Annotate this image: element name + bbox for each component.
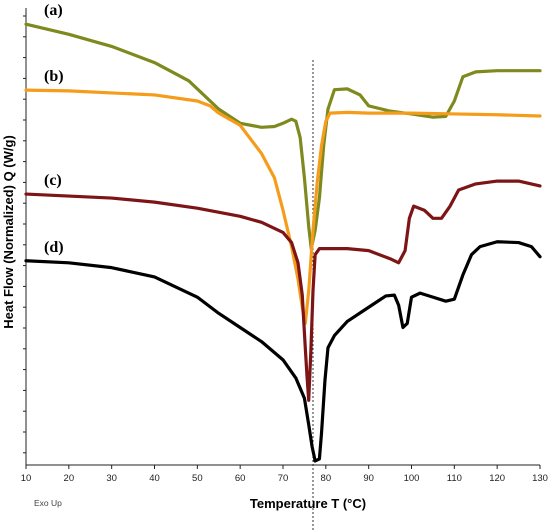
series-label-b: (b) [44, 68, 64, 85]
series-label-c: (c) [44, 172, 62, 189]
series-line-d [24, 240, 542, 463]
series-label-a: (a) [44, 2, 63, 19]
series-line-a [24, 22, 542, 251]
x-tick-label: 70 [278, 473, 289, 484]
x-tick-label: 100 [404, 473, 420, 484]
x-axis-ticks: 10 20 30 40 50 60 70 80 90 100 110 120 130 [21, 465, 548, 484]
x-tick-label: 130 [532, 473, 548, 484]
series-label-d: (d) [44, 239, 64, 256]
x-tick-label: 30 [106, 473, 117, 484]
exo-up-note: Exo Up [34, 498, 62, 508]
y-axis-title: Heat Flow (Normalized) Q (W/g) [1, 135, 16, 329]
x-axis-title: Temperature T (°C) [250, 496, 366, 511]
x-tick-label: 120 [489, 473, 505, 484]
x-tick-label: 110 [447, 473, 462, 484]
x-tick-label: 10 [21, 473, 32, 484]
series-line-c [24, 179, 542, 402]
x-tick-label: 40 [149, 473, 160, 484]
x-tick-label: 50 [192, 473, 203, 484]
y-axis-minor-ticks [23, 15, 26, 454]
series-labels: (a) (b) (c) (d) [44, 2, 64, 256]
series-line-b [24, 88, 542, 326]
series-layer [24, 22, 542, 463]
x-tick-label: 60 [235, 473, 246, 484]
x-tick-label: 80 [321, 473, 332, 484]
x-tick-label: 20 [64, 473, 75, 484]
x-tick-label: 90 [363, 473, 374, 484]
